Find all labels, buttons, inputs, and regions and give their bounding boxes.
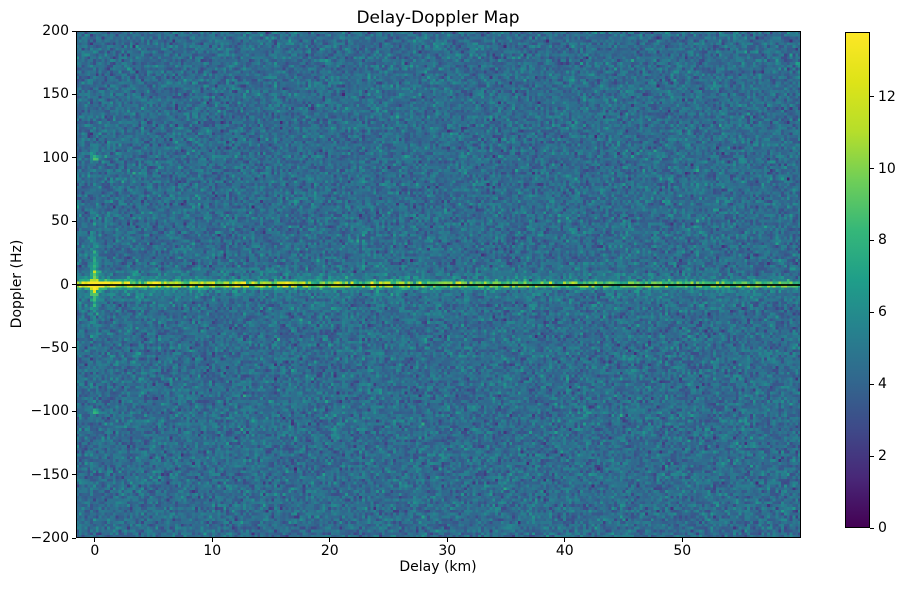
y-tick-mark [72, 93, 76, 95]
chart-title: Delay-Doppler Map [356, 8, 520, 28]
y-tick-label: 0 [60, 276, 69, 293]
colorbar-tick-mark [870, 527, 874, 529]
zero-doppler-line [76, 284, 801, 286]
x-tick-mark [681, 538, 683, 542]
colorbar-tick-mark [870, 96, 874, 98]
x-tick-label: 30 [438, 543, 457, 559]
x-tick-label: 40 [555, 543, 574, 559]
x-tick-mark [94, 538, 96, 542]
colorbar-gradient [846, 33, 869, 527]
x-tick-mark [329, 538, 331, 542]
x-tick-mark [564, 538, 566, 542]
y-tick-label: −50 [39, 339, 69, 356]
colorbar [845, 32, 870, 528]
colorbar-tick-mark [870, 168, 874, 170]
x-tick-mark [211, 538, 213, 542]
x-tick-label: 0 [90, 543, 100, 559]
y-tick-mark [72, 474, 76, 476]
y-tick-label: −200 [30, 530, 69, 546]
x-axis-label: Delay (km) [399, 559, 477, 575]
colorbar-tick-label: 2 [878, 448, 887, 465]
y-tick-mark [72, 347, 76, 349]
colorbar-tick-label: 6 [878, 304, 887, 321]
y-tick-label: −100 [30, 403, 69, 420]
x-tick-mark [446, 538, 448, 542]
colorbar-tick-label: 10 [878, 160, 896, 177]
colorbar-tick-label: 4 [878, 376, 887, 393]
y-tick-mark [72, 537, 76, 539]
y-tick-label: −150 [30, 466, 69, 483]
x-tick-label: 20 [320, 543, 339, 559]
y-tick-label: 100 [42, 149, 69, 166]
y-tick-label: 150 [42, 86, 69, 103]
colorbar-tick-mark [870, 383, 874, 385]
y-tick-mark [72, 410, 76, 412]
y-tick-label: 200 [42, 23, 69, 39]
y-tick-mark [72, 30, 76, 32]
y-tick-mark [72, 220, 76, 222]
y-tick-label: 50 [51, 213, 69, 230]
y-axis-label: Doppler (Hz) [9, 239, 25, 329]
colorbar-tick-mark [870, 239, 874, 241]
x-tick-label: 10 [203, 543, 222, 559]
colorbar-tick-label: 0 [878, 520, 887, 536]
colorbar-tick-mark [870, 311, 874, 313]
x-tick-label: 50 [673, 543, 692, 559]
y-tick-mark [72, 284, 76, 285]
colorbar-tick-label: 12 [878, 88, 896, 105]
y-tick-mark [72, 157, 76, 159]
colorbar-tick-label: 8 [878, 232, 887, 249]
colorbar-tick-mark [870, 455, 874, 457]
